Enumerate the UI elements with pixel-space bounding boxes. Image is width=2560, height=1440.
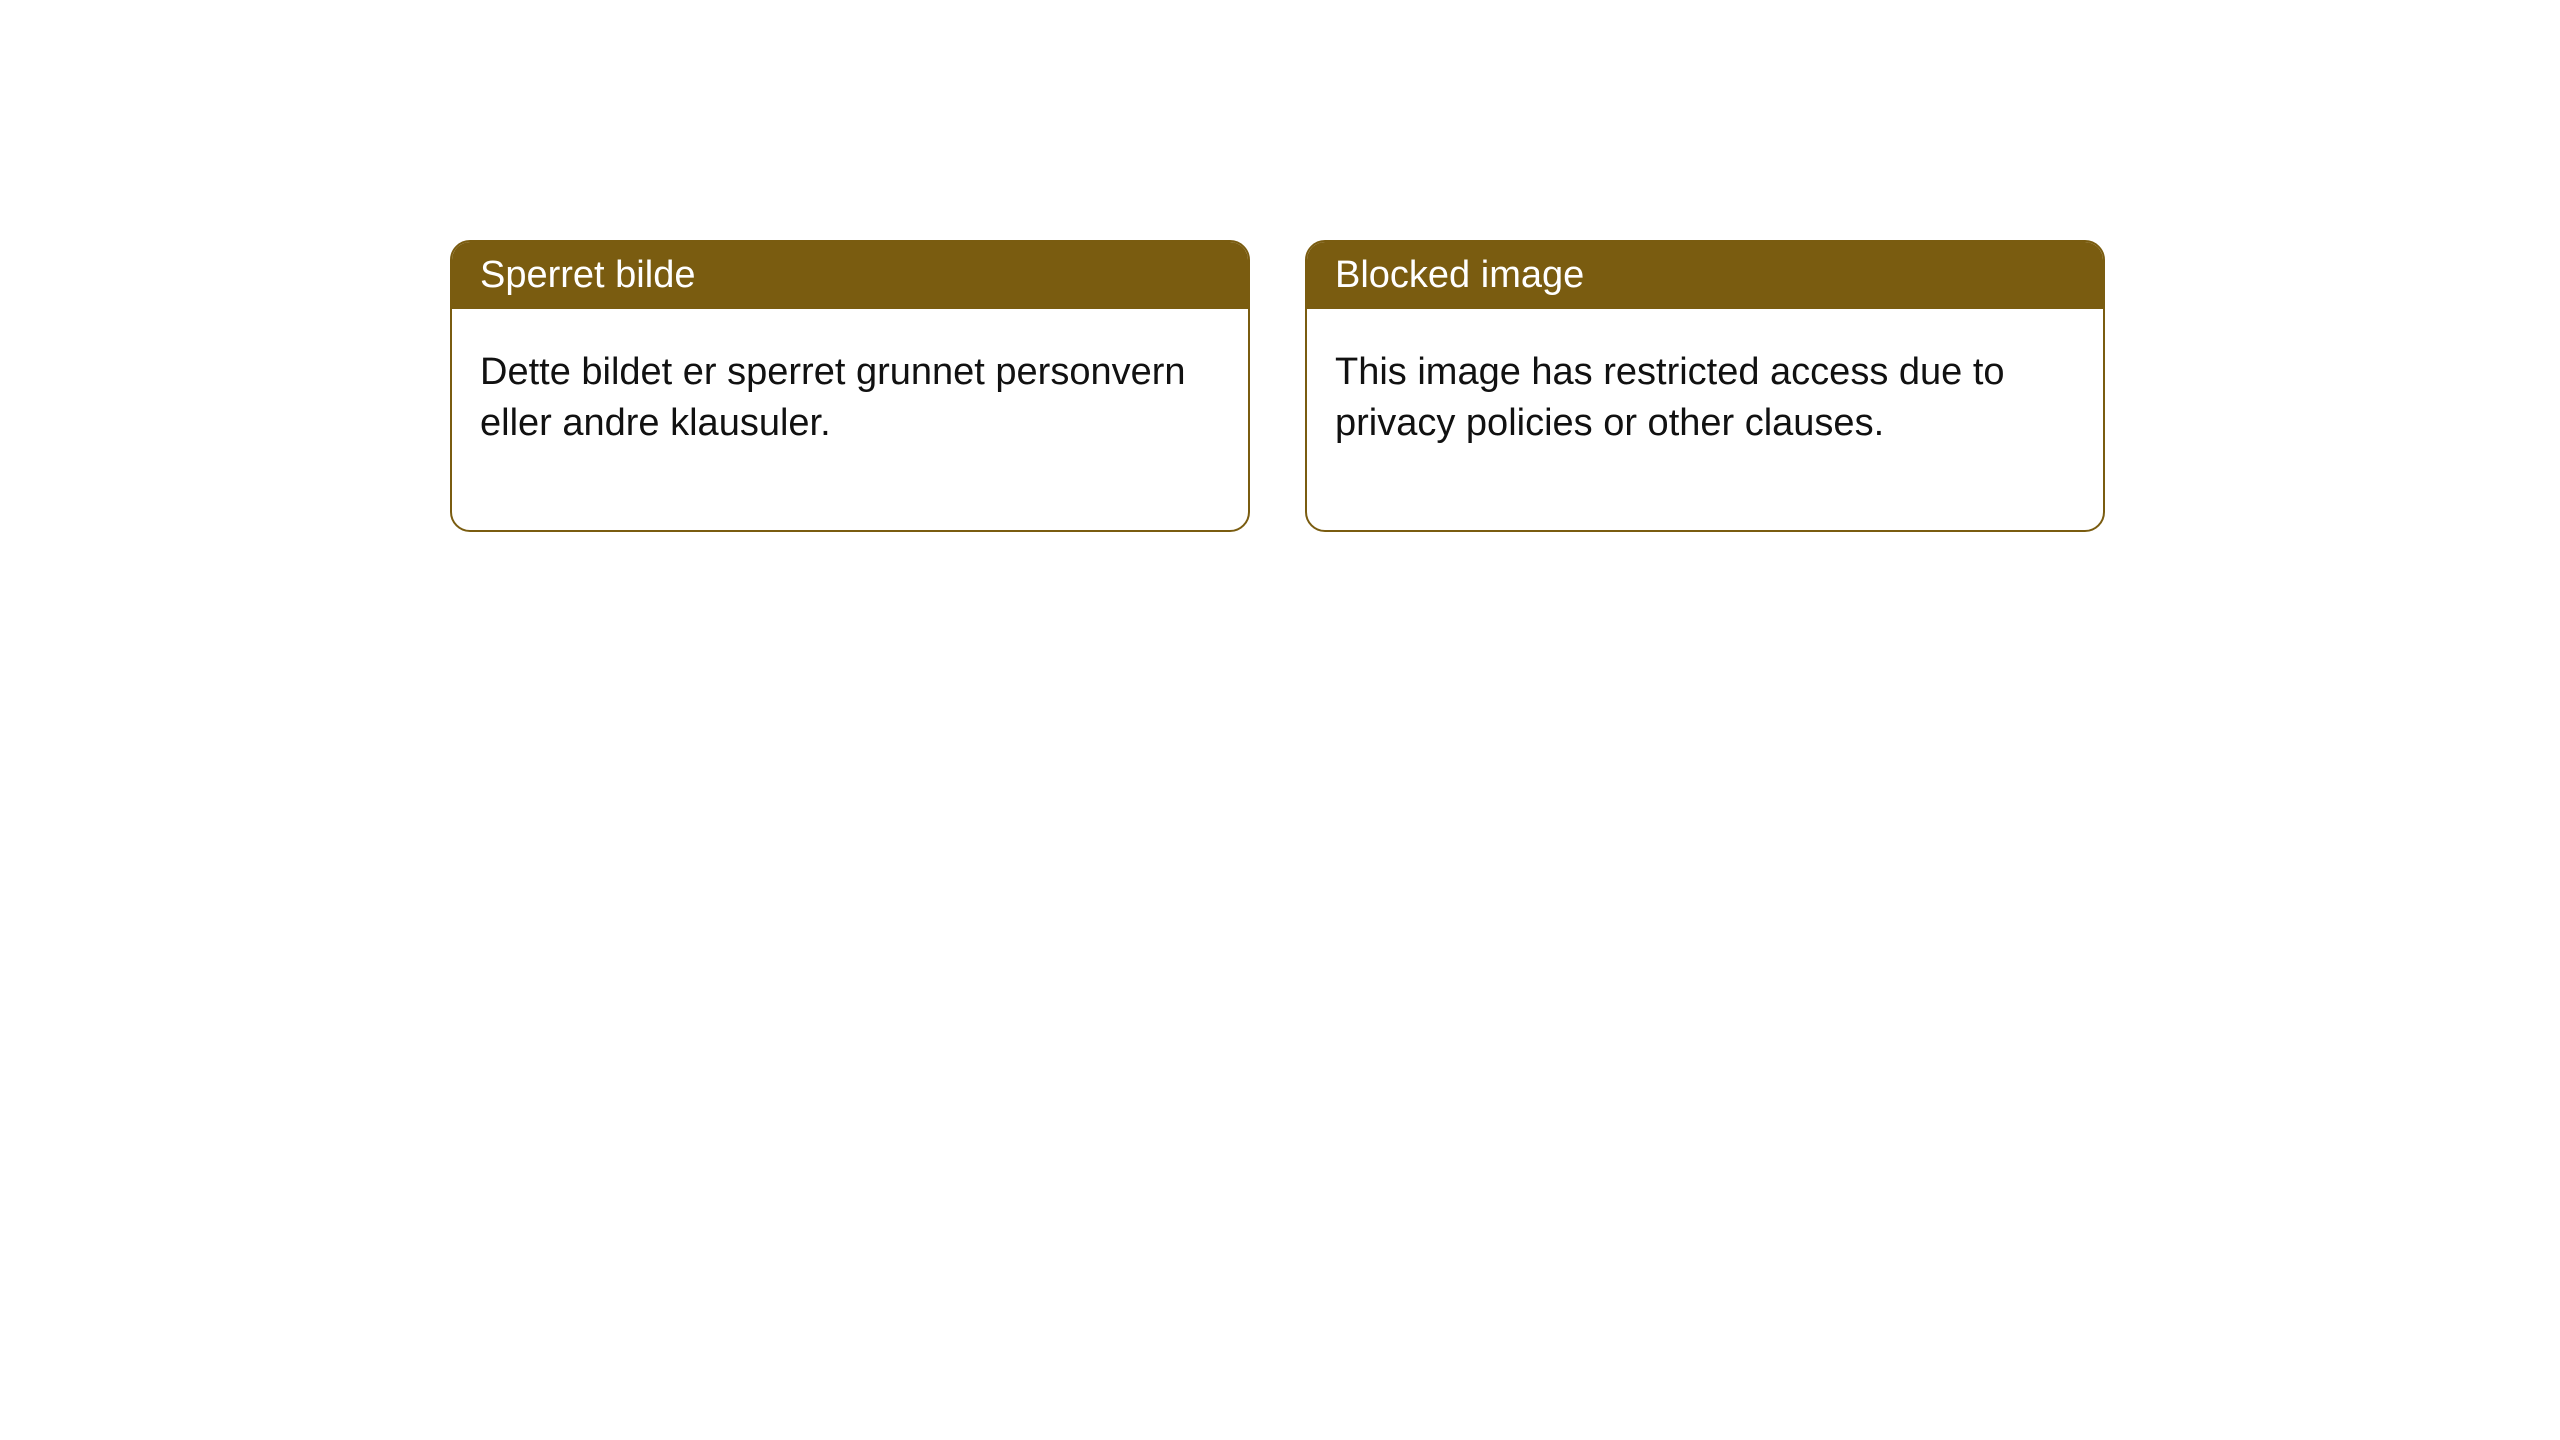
- blocked-image-card-en: Blocked image This image has restricted …: [1305, 240, 2105, 532]
- blocked-image-card-no: Sperret bilde Dette bildet er sperret gr…: [450, 240, 1250, 532]
- card-body-no: Dette bildet er sperret grunnet personve…: [452, 309, 1248, 530]
- blocked-image-notice-container: Sperret bilde Dette bildet er sperret gr…: [450, 240, 2105, 532]
- card-body-en: This image has restricted access due to …: [1307, 309, 2103, 530]
- card-header-en: Blocked image: [1307, 242, 2103, 309]
- card-header-no: Sperret bilde: [452, 242, 1248, 309]
